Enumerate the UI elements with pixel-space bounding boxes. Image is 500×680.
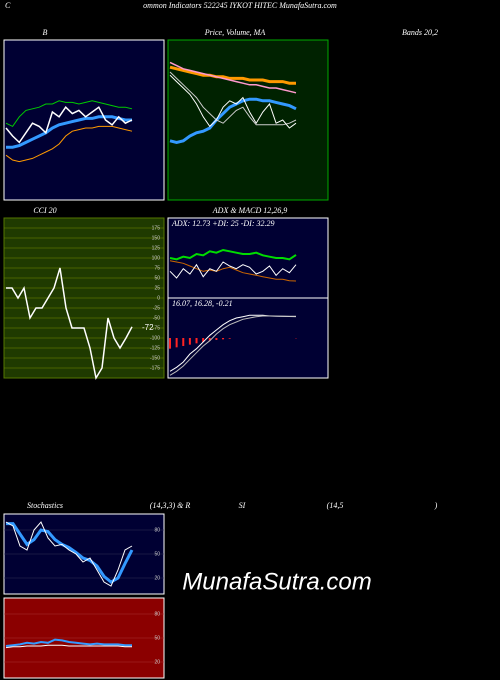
y-tick-label: -50 <box>153 315 160 321</box>
value-label: -72 <box>142 323 154 332</box>
histogram-bar <box>208 338 211 341</box>
histogram-bar <box>188 338 191 345</box>
y-tick-label: 150 <box>152 235 161 241</box>
series-line <box>169 74 297 129</box>
annotation: 16.07, 16.28, -0.21 <box>172 299 233 308</box>
y-tick-label: 20 <box>154 575 160 581</box>
panel-title: ADX & MACD 12,26,9 <box>212 206 287 215</box>
series-line <box>169 248 297 261</box>
histogram-bar <box>228 338 231 339</box>
series-line <box>5 125 133 163</box>
series-line <box>5 106 133 144</box>
y-tick-label: 20 <box>154 659 160 665</box>
histogram-bar <box>202 338 205 342</box>
panel <box>167 39 329 201</box>
panel <box>167 217 329 299</box>
series-line <box>5 638 132 647</box>
y-tick-label: 75 <box>154 265 160 271</box>
y-tick-label: -25 <box>153 305 160 311</box>
panel-title: SI <box>239 501 246 510</box>
series-line <box>6 522 134 584</box>
y-tick-label: -150 <box>150 355 160 361</box>
panel-title: ) <box>434 501 438 510</box>
series-line <box>169 65 296 85</box>
y-tick-label: 0 <box>157 295 160 301</box>
y-tick-label: 50 <box>154 551 160 557</box>
y-tick-label: 80 <box>154 611 160 617</box>
y-tick-label: -100 <box>150 335 160 341</box>
panel-subtitle: Bands 20,2 <box>402 28 438 37</box>
annotation: ADX: 12.73 +DI: 25 -DI: 32.29 <box>171 219 275 228</box>
series-line <box>5 100 133 128</box>
series-line <box>169 315 296 376</box>
series-line <box>169 261 297 279</box>
y-tick-label: 80 <box>154 527 160 533</box>
series-line <box>5 644 132 649</box>
panel-title: CCI 20 <box>33 206 56 215</box>
panel-title: (14,3,3) & R <box>150 501 191 510</box>
series-line <box>5 521 133 587</box>
histogram-bar <box>169 338 171 349</box>
header-initial: C <box>5 1 11 10</box>
series-line <box>6 267 133 381</box>
y-tick-label: 50 <box>154 635 160 641</box>
panel-title: Price, Volume, MA <box>204 28 266 37</box>
panel-title: Stochastics <box>27 501 63 510</box>
histogram-bar <box>215 338 218 340</box>
series-line <box>169 97 297 144</box>
y-tick-label: 175 <box>152 225 161 231</box>
histogram-bar <box>222 338 225 340</box>
y-tick-label: 50 <box>154 275 160 281</box>
series-line <box>169 61 297 94</box>
y-tick-label: 100 <box>152 255 161 261</box>
header-text: ommon Indicators 522245 IYKOT HITEC Muna… <box>143 1 337 10</box>
histogram-bar <box>175 338 178 348</box>
panel-title: B <box>43 28 48 37</box>
series-line <box>6 115 132 149</box>
panel-title: (14,5 <box>327 501 344 510</box>
histogram-bar <box>182 338 185 346</box>
series-line <box>169 71 297 126</box>
watermark: MunafaSutra.com <box>182 568 371 595</box>
series-line <box>169 260 297 282</box>
y-tick-label: 125 <box>152 245 161 251</box>
y-tick-label: -175 <box>150 365 160 371</box>
y-tick-label: -125 <box>150 345 160 351</box>
histogram-bar <box>195 338 198 344</box>
panel <box>167 297 329 379</box>
y-tick-label: -75 <box>153 325 160 331</box>
y-tick-label: 25 <box>154 285 160 291</box>
